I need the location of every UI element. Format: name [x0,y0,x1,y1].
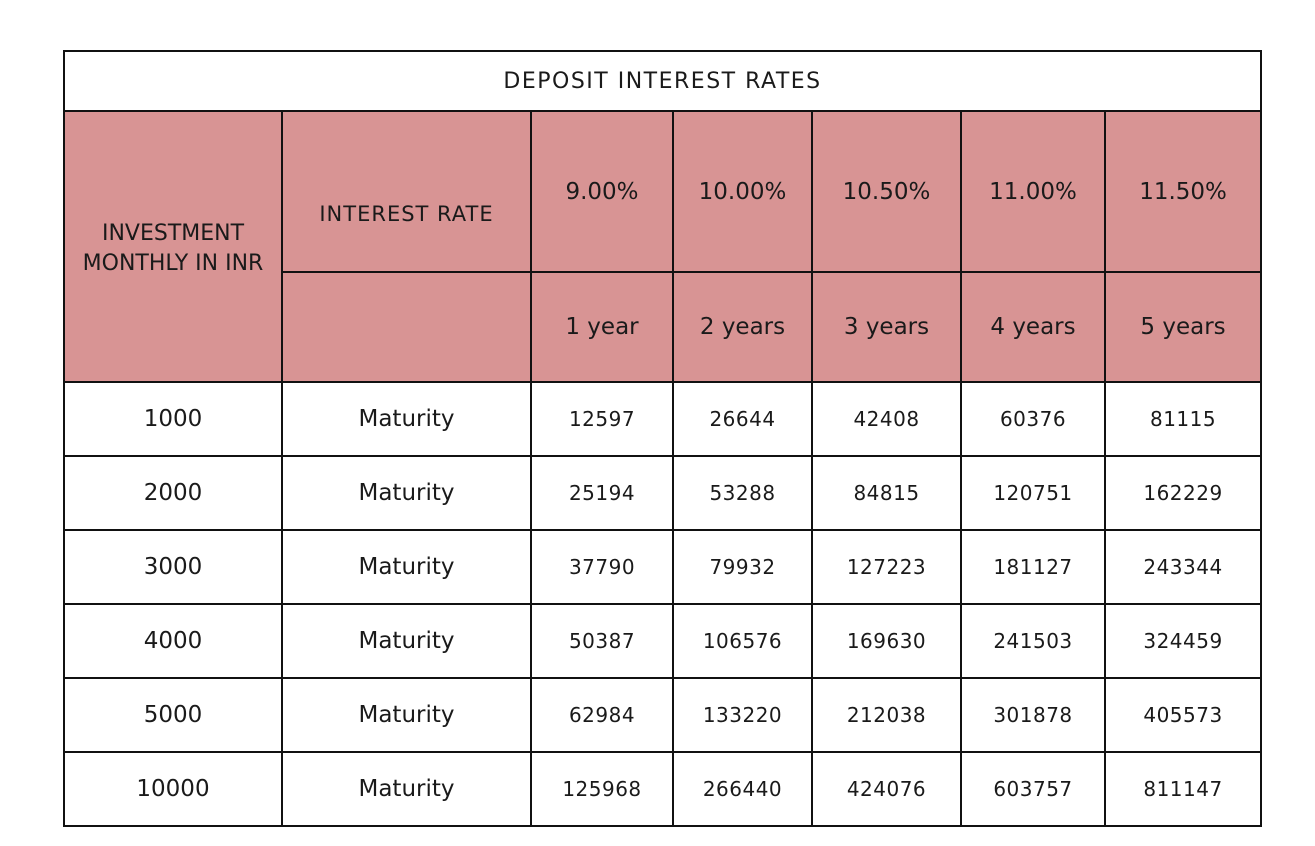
interest-rate-row: INVESTMENT MONTHLY IN INR INTEREST RATE … [63,110,1263,383]
duration-cell: 2 years [672,271,813,383]
value-cell: 266440 [672,751,813,827]
duration-cell: 1 year [530,271,674,383]
table-title: DEPOSIT INTEREST RATES [62,50,1263,112]
duration-cell: 3 years [811,271,962,383]
value-cell: 241503 [960,603,1106,679]
rate-cell: 10.50% [811,110,962,273]
rate-cell: 10.00% [672,110,813,273]
maturity-label: Maturity [281,455,532,531]
amount-cell: 1000 [63,381,283,457]
value-cell: 62984 [530,677,674,753]
duration-row: 1 year 2 years 3 years 4 years 5 years [64,271,1263,383]
value-cell: 81115 [1103,381,1263,457]
value-cell: 162229 [1103,455,1263,531]
deposit-rates-table: DEPOSIT INTEREST RATES INVESTMENT MONTHL… [62,50,1263,827]
duration-cell: 4 years [960,271,1106,383]
value-cell: 26644 [672,381,813,457]
interest-rate-label: INTEREST RATE [281,110,532,273]
investment-header: INVESTMENT MONTHLY IN INR [63,110,283,383]
value-cell: 60376 [960,381,1106,457]
value-cell: 120751 [960,455,1106,531]
maturity-label: Maturity [281,751,532,827]
value-cell: 25194 [530,455,674,531]
value-cell: 405573 [1103,677,1263,753]
value-cell: 125968 [530,751,674,827]
value-cell: 53288 [672,455,813,531]
value-cell: 212038 [811,677,962,753]
value-cell: 811147 [1103,751,1263,827]
maturity-label: Maturity [281,603,532,679]
value-cell: 181127 [960,529,1106,605]
rate-cell: 9.00% [530,110,674,273]
value-cell: 603757 [960,751,1106,827]
value-cell: 84815 [811,455,962,531]
table-row: 4000 Maturity 50387 106576 169630 241503… [63,603,1263,679]
title-row: DEPOSIT INTEREST RATES [62,50,1263,112]
value-cell: 324459 [1103,603,1263,679]
maturity-label: Maturity [281,677,532,753]
value-cell: 106576 [672,603,813,679]
value-cell: 301878 [960,677,1106,753]
duration-label-empty [281,271,532,383]
table-row: 2000 Maturity 25194 53288 84815 120751 1… [63,455,1263,531]
value-cell: 42408 [811,381,962,457]
value-cell: 424076 [811,751,962,827]
maturity-label: Maturity [281,529,532,605]
rate-cell: 11.50% [1103,110,1263,273]
duration-cell: 5 years [1103,271,1263,383]
table-row: 10000 Maturity 125968 266440 424076 6037… [63,751,1263,827]
value-cell: 243344 [1103,529,1263,605]
value-cell: 169630 [811,603,962,679]
value-cell: 12597 [530,381,674,457]
amount-cell: 3000 [63,529,283,605]
value-cell: 133220 [672,677,813,753]
maturity-label: Maturity [281,381,532,457]
amount-cell: 2000 [63,455,283,531]
rate-cell: 11.00% [960,110,1106,273]
amount-cell: 4000 [63,603,283,679]
amount-cell: 10000 [63,751,283,827]
value-cell: 50387 [530,603,674,679]
value-cell: 37790 [530,529,674,605]
table-row: 1000 Maturity 12597 26644 42408 60376 81… [63,381,1263,457]
table-row: 3000 Maturity 37790 79932 127223 181127 … [63,529,1263,605]
amount-cell: 5000 [63,677,283,753]
value-cell: 79932 [672,529,813,605]
table-row: 5000 Maturity 62984 133220 212038 301878… [63,677,1263,753]
value-cell: 127223 [811,529,962,605]
